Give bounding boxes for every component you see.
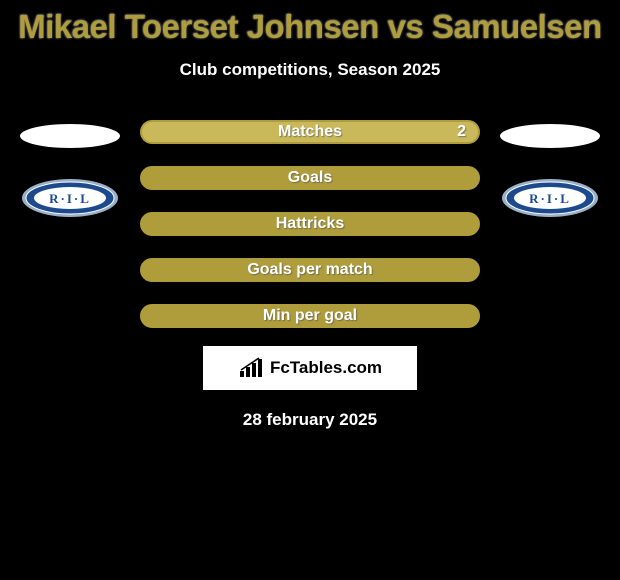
stat-bar-goals: Goals bbox=[140, 166, 480, 190]
main-row: R·I·L Matches 2 Goals Hattricks Goals pe… bbox=[0, 120, 620, 328]
stat-label: Goals per match bbox=[247, 261, 372, 279]
infographic-container: Mikael Toerset Johnsen vs Samuelsen Club… bbox=[0, 0, 620, 430]
svg-text:R·I·L: R·I·L bbox=[49, 191, 91, 206]
brand-box: FcTables.com bbox=[203, 346, 417, 390]
page-subtitle: Club competitions, Season 2025 bbox=[0, 60, 620, 80]
stats-column: Matches 2 Goals Hattricks Goals per matc… bbox=[140, 120, 480, 328]
player-ellipse-left bbox=[20, 124, 120, 148]
badge-icon: R·I·L bbox=[500, 178, 600, 218]
stat-value-right: 2 bbox=[457, 123, 466, 141]
svg-text:R·I·L: R·I·L bbox=[529, 191, 571, 206]
page-title: Mikael Toerset Johnsen vs Samuelsen bbox=[0, 8, 620, 46]
player-ellipse-right bbox=[500, 124, 600, 148]
bar-chart-icon bbox=[238, 357, 264, 379]
stat-bar-min-per-goal: Min per goal bbox=[140, 304, 480, 328]
club-badge-right: R·I·L bbox=[500, 178, 600, 218]
stat-label: Matches bbox=[278, 123, 342, 141]
stat-label: Min per goal bbox=[263, 307, 357, 325]
stat-bar-matches: Matches 2 bbox=[140, 120, 480, 144]
club-badge-left: R·I·L bbox=[20, 178, 120, 218]
date-line: 28 february 2025 bbox=[0, 410, 620, 430]
stat-bar-goals-per-match: Goals per match bbox=[140, 258, 480, 282]
stat-label: Goals bbox=[288, 169, 332, 187]
stat-label: Hattricks bbox=[276, 215, 344, 233]
stat-bar-hattricks: Hattricks bbox=[140, 212, 480, 236]
left-badge-column: R·I·L bbox=[20, 120, 120, 218]
brand-text: FcTables.com bbox=[270, 358, 382, 378]
right-badge-column: R·I·L bbox=[500, 120, 600, 218]
badge-icon: R·I·L bbox=[20, 178, 120, 218]
